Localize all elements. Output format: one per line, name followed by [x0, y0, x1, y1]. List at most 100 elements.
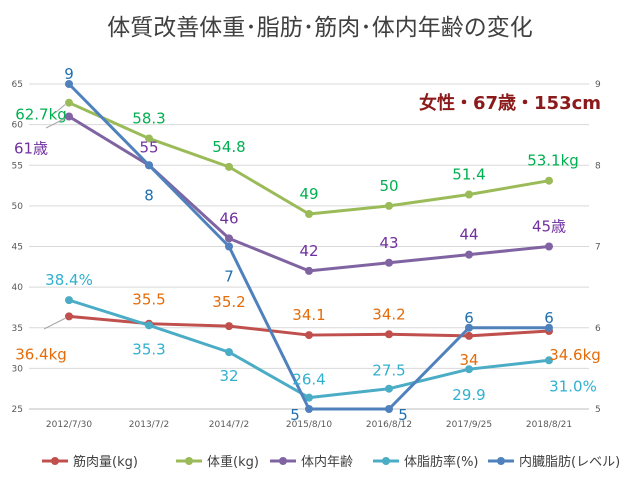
data-point — [305, 210, 313, 218]
data-point — [225, 322, 233, 331]
data-point — [385, 258, 393, 267]
data-label: 35.3 — [132, 340, 165, 358]
legend-label: 体重(kg) — [207, 454, 259, 470]
data-point — [545, 242, 553, 251]
y-left-tick-label: 30 — [12, 364, 24, 374]
data-label: 7 — [224, 268, 234, 286]
x-tick-label: 2014/7/2 — [209, 420, 249, 430]
data-label: 36.4kg — [15, 345, 67, 363]
data-label: 53.1kg — [527, 152, 579, 170]
legend-marker — [382, 457, 390, 465]
legend-marker — [279, 457, 287, 465]
data-point — [225, 162, 233, 171]
data-point — [465, 323, 473, 332]
data-label: 38.4% — [45, 271, 93, 289]
data-label: 6 — [464, 309, 474, 327]
data-label: 31.0% — [549, 377, 597, 395]
chart-title: 体質改善体重･脂肪･筋肉･体内年齢の変化 — [107, 15, 533, 41]
legend-label: 筋肉量(kg) — [73, 454, 138, 470]
y-right-tick-label: 7 — [595, 243, 601, 253]
data-point — [465, 331, 473, 340]
data-label: 34 — [459, 351, 478, 369]
x-tick-label: 2015/8/10 — [286, 420, 332, 430]
legend-label: 体内年齢 — [301, 454, 353, 470]
data-point — [65, 312, 73, 321]
data-label: 46 — [219, 209, 238, 227]
data-label: 58.3 — [132, 109, 165, 127]
data-label: 44 — [459, 226, 478, 244]
data-point — [545, 176, 553, 185]
x-tick-label: 2016/8/12 — [366, 420, 412, 430]
data-point — [305, 405, 313, 413]
x-tick-label: 2017/9/25 — [446, 420, 492, 430]
data-point — [65, 80, 73, 88]
data-label: 35.5 — [132, 291, 165, 309]
data-label: 51.4 — [452, 166, 485, 184]
data-label: 61歳 — [14, 140, 48, 158]
data-label: 34.1 — [292, 306, 325, 324]
leader-line — [43, 317, 66, 330]
legend: 筋肉量(kg) 体重(kg) 体内年齢 体脂肪率(%) 内臓脂肪(レベル) — [42, 454, 620, 470]
series-layer — [65, 80, 553, 413]
y-left-tick-label: 25 — [12, 405, 23, 415]
data-point — [465, 365, 473, 374]
y-left-tick-label: 35 — [12, 324, 23, 334]
data-point — [305, 266, 313, 275]
data-label: 27.5 — [372, 362, 405, 380]
data-point — [545, 356, 553, 365]
chart-subtitle: 女性・67歳・153cm — [419, 92, 601, 114]
data-point — [225, 348, 233, 357]
data-label: 32 — [219, 367, 238, 385]
legend-marker — [497, 457, 505, 465]
data-point — [385, 384, 393, 393]
legend-marker — [51, 457, 59, 465]
y-left-tick-label: 45 — [12, 243, 23, 253]
x-tick-label: 2018/8/21 — [526, 420, 572, 430]
legend-marker — [185, 457, 193, 465]
data-point — [145, 161, 153, 170]
data-label: 34.6kg — [549, 346, 601, 364]
data-label: 35.2 — [212, 293, 245, 311]
data-label: 5 — [290, 406, 300, 424]
x-tick-label: 2013/7/2 — [129, 420, 169, 430]
y-left-tick-label: 55 — [12, 161, 23, 171]
data-label: 8 — [144, 186, 154, 204]
data-label: 34.2 — [372, 305, 405, 323]
x-tick-label: 2012/7/30 — [46, 420, 92, 430]
y-left-tick-label: 50 — [12, 202, 24, 212]
data-label: 50 — [379, 177, 398, 195]
data-label: 43 — [379, 234, 398, 252]
data-point — [145, 321, 153, 330]
data-point — [465, 190, 473, 199]
data-label: 62.7kg — [15, 106, 67, 124]
legend-label: 内臓脂肪(レベル) — [519, 454, 620, 470]
data-point — [545, 323, 553, 332]
data-label: 29.9 — [452, 386, 485, 404]
data-label: 9 — [64, 65, 74, 83]
data-point — [225, 234, 233, 243]
data-label: 54.8 — [212, 138, 245, 156]
data-point — [65, 296, 73, 305]
data-label: 49 — [299, 185, 318, 203]
data-point — [385, 330, 393, 339]
data-point — [385, 201, 393, 210]
data-point — [465, 250, 473, 259]
y-right-tick-label: 9 — [595, 80, 601, 90]
data-label: 45歳 — [532, 218, 566, 236]
data-point — [145, 134, 153, 143]
data-label: 6 — [544, 309, 554, 327]
y-right-tick-label: 5 — [595, 405, 601, 415]
y-left-tick-label: 60 — [12, 121, 24, 131]
data-label: 42 — [299, 242, 318, 260]
legend-label: 体脂肪率(%) — [404, 454, 479, 470]
data-point — [385, 405, 393, 413]
y-left-tick-label: 65 — [12, 80, 23, 90]
y-right-tick-label: 8 — [595, 161, 601, 171]
data-point — [65, 112, 73, 121]
data-point — [225, 242, 233, 251]
data-point — [65, 98, 73, 107]
